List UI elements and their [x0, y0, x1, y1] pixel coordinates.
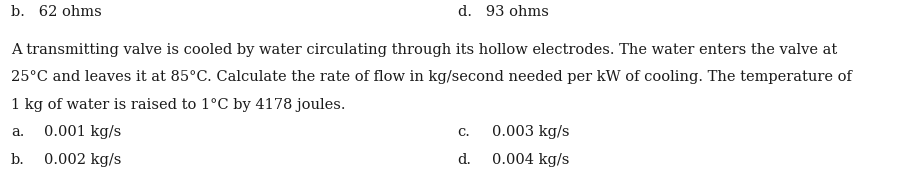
Text: 0.004 kg/s: 0.004 kg/s — [492, 153, 570, 167]
Text: 0.002 kg/s: 0.002 kg/s — [44, 153, 122, 167]
Text: c.: c. — [458, 125, 470, 140]
Text: 25°C and leaves it at 85°C. Calculate the rate of flow in kg/second needed per k: 25°C and leaves it at 85°C. Calculate th… — [11, 70, 852, 84]
Text: 0.003 kg/s: 0.003 kg/s — [492, 125, 570, 140]
Text: a.: a. — [11, 125, 25, 140]
Text: b.   62 ohms: b. 62 ohms — [11, 5, 102, 19]
Text: d.   93 ohms: d. 93 ohms — [458, 5, 548, 19]
Text: d.: d. — [458, 153, 471, 167]
Text: 0.001 kg/s: 0.001 kg/s — [44, 125, 121, 140]
Text: A transmitting valve is cooled by water circulating through its hollow electrode: A transmitting valve is cooled by water … — [11, 43, 837, 57]
Text: 1 kg of water is raised to 1°C by 4178 joules.: 1 kg of water is raised to 1°C by 4178 j… — [11, 98, 346, 112]
Text: b.: b. — [11, 153, 25, 167]
